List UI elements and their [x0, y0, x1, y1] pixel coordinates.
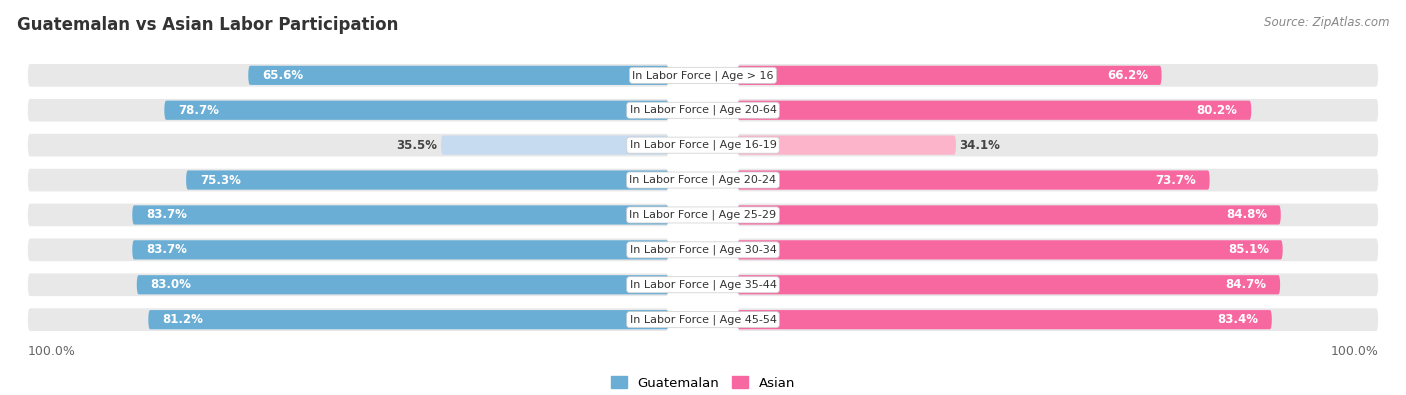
- Text: In Labor Force | Age 20-64: In Labor Force | Age 20-64: [630, 105, 776, 115]
- FancyBboxPatch shape: [738, 239, 1378, 261]
- FancyBboxPatch shape: [148, 310, 669, 329]
- FancyBboxPatch shape: [249, 66, 669, 85]
- Text: In Labor Force | Age > 16: In Labor Force | Age > 16: [633, 70, 773, 81]
- Text: 83.4%: 83.4%: [1218, 313, 1258, 326]
- FancyBboxPatch shape: [738, 171, 1209, 190]
- Text: 83.7%: 83.7%: [146, 209, 187, 222]
- Text: 84.8%: 84.8%: [1226, 209, 1267, 222]
- FancyBboxPatch shape: [738, 203, 1378, 226]
- Text: 80.2%: 80.2%: [1197, 104, 1237, 117]
- Text: Guatemalan vs Asian Labor Participation: Guatemalan vs Asian Labor Participation: [17, 16, 398, 34]
- Text: 65.6%: 65.6%: [262, 69, 304, 82]
- FancyBboxPatch shape: [132, 205, 669, 224]
- FancyBboxPatch shape: [186, 171, 669, 190]
- Text: Source: ZipAtlas.com: Source: ZipAtlas.com: [1264, 16, 1389, 29]
- Text: In Labor Force | Age 35-44: In Labor Force | Age 35-44: [630, 280, 776, 290]
- Text: 84.7%: 84.7%: [1226, 278, 1267, 291]
- FancyBboxPatch shape: [738, 99, 1378, 122]
- Text: 85.1%: 85.1%: [1227, 243, 1270, 256]
- Legend: Guatemalan, Asian: Guatemalan, Asian: [606, 371, 800, 395]
- FancyBboxPatch shape: [28, 203, 669, 226]
- Text: 34.1%: 34.1%: [959, 139, 1000, 152]
- Text: 83.0%: 83.0%: [150, 278, 191, 291]
- Text: 78.7%: 78.7%: [179, 104, 219, 117]
- Text: 83.7%: 83.7%: [146, 243, 187, 256]
- FancyBboxPatch shape: [132, 240, 669, 260]
- FancyBboxPatch shape: [28, 308, 669, 331]
- Text: 35.5%: 35.5%: [396, 139, 437, 152]
- Text: 81.2%: 81.2%: [162, 313, 202, 326]
- Text: In Labor Force | Age 16-19: In Labor Force | Age 16-19: [630, 140, 776, 150]
- FancyBboxPatch shape: [738, 66, 1161, 85]
- Text: In Labor Force | Age 20-24: In Labor Force | Age 20-24: [630, 175, 776, 185]
- FancyBboxPatch shape: [28, 169, 669, 192]
- Text: In Labor Force | Age 25-29: In Labor Force | Age 25-29: [630, 210, 776, 220]
- Text: In Labor Force | Age 30-34: In Labor Force | Age 30-34: [630, 245, 776, 255]
- Text: 73.7%: 73.7%: [1156, 173, 1197, 186]
- Text: 75.3%: 75.3%: [200, 173, 240, 186]
- Text: In Labor Force | Age 45-54: In Labor Force | Age 45-54: [630, 314, 776, 325]
- FancyBboxPatch shape: [738, 64, 1378, 87]
- FancyBboxPatch shape: [738, 273, 1378, 296]
- FancyBboxPatch shape: [28, 64, 669, 87]
- FancyBboxPatch shape: [738, 308, 1378, 331]
- FancyBboxPatch shape: [738, 310, 1272, 329]
- Text: 66.2%: 66.2%: [1107, 69, 1147, 82]
- FancyBboxPatch shape: [28, 273, 669, 296]
- FancyBboxPatch shape: [738, 169, 1378, 192]
- FancyBboxPatch shape: [738, 135, 956, 155]
- FancyBboxPatch shape: [28, 239, 669, 261]
- FancyBboxPatch shape: [28, 99, 669, 122]
- FancyBboxPatch shape: [441, 135, 669, 155]
- FancyBboxPatch shape: [738, 240, 1282, 260]
- FancyBboxPatch shape: [136, 275, 669, 294]
- FancyBboxPatch shape: [28, 134, 669, 156]
- Text: 100.0%: 100.0%: [1330, 345, 1378, 358]
- FancyBboxPatch shape: [738, 134, 1378, 156]
- FancyBboxPatch shape: [165, 101, 669, 120]
- FancyBboxPatch shape: [738, 101, 1251, 120]
- FancyBboxPatch shape: [738, 275, 1279, 294]
- FancyBboxPatch shape: [738, 205, 1281, 224]
- Text: 100.0%: 100.0%: [28, 345, 76, 358]
